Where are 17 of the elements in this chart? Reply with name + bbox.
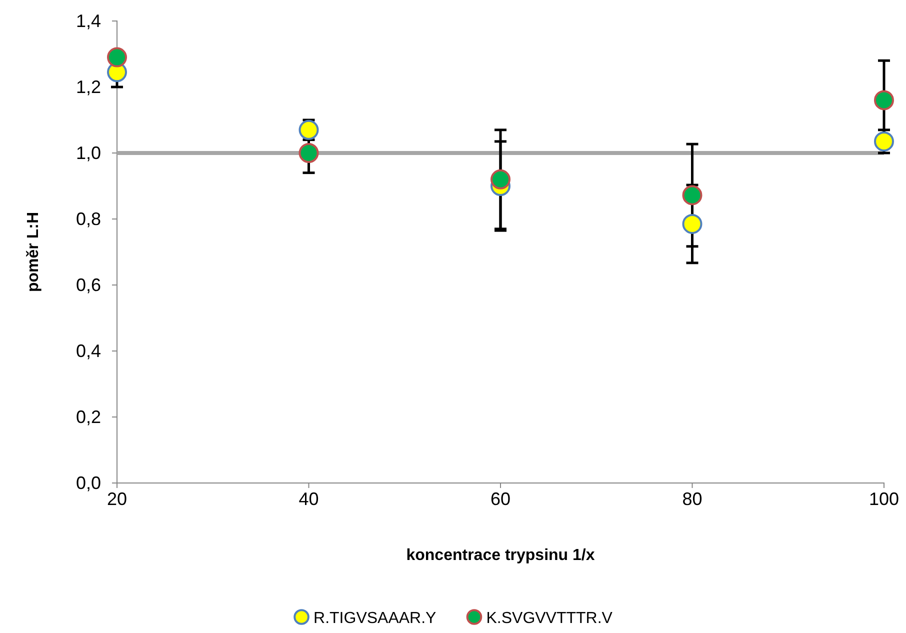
y-tick-label: 1,4 [76, 10, 101, 31]
y-tick-label: 0,8 [76, 208, 101, 229]
y-tick-label: 1,2 [76, 76, 101, 97]
x-tick-label: 100 [868, 489, 900, 509]
y-tick-label: 0,4 [76, 340, 101, 361]
y-tick-label: 0,0 [76, 472, 101, 493]
y-axis-title: poměr L:H [25, 212, 42, 292]
y-tick-label: 0,6 [76, 274, 101, 295]
legend-label: K.SVGVVTTTR.V [486, 610, 613, 627]
y-tick-label: 1,0 [76, 142, 101, 163]
y-tick-label: 0,2 [76, 406, 101, 427]
x-tick-label: 20 [106, 489, 128, 509]
x-tick-label: 80 [682, 489, 702, 509]
x-axis-title: koncentrace trypsinu 1/x [406, 547, 595, 564]
legend-label: R.TIGVSAAAR.Y [314, 610, 437, 627]
x-tick-label: 40 [298, 489, 319, 509]
x-tick-label: 60 [490, 489, 511, 509]
